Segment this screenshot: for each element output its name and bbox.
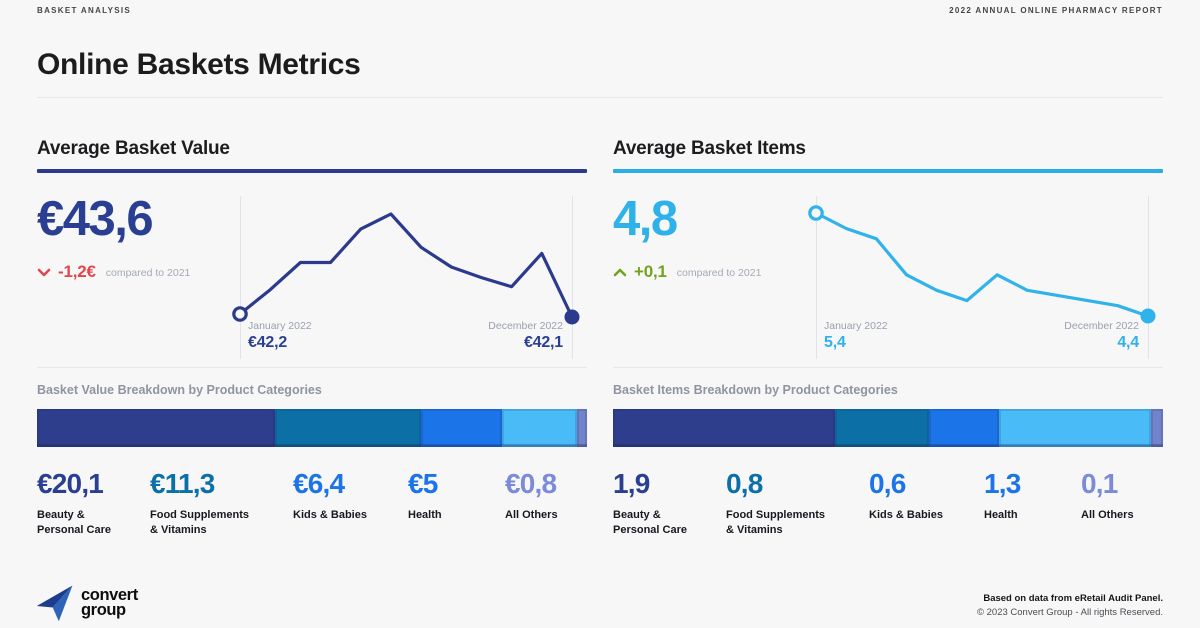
chevron-up-icon (613, 268, 627, 277)
section-accent-bar (613, 169, 1163, 173)
axis-value-start: €42,2 (248, 334, 288, 351)
section-title: Average Basket Items (613, 138, 806, 159)
start-point-marker (232, 306, 248, 322)
chart-gridline-start (816, 196, 817, 359)
category-kids-babies: 0,6 Kids & Babies (869, 470, 943, 523)
category-label: Food Supplements & Vitamins (726, 509, 825, 537)
category-label: Beauty & Personal Care (613, 509, 687, 537)
delta-row: -1,2€ compared to 2021 (37, 262, 190, 282)
category-value: €5 (408, 468, 438, 499)
page-title: Online Baskets Metrics (37, 48, 361, 81)
category-label: All Others (1081, 509, 1134, 521)
category-label: Kids & Babies (869, 509, 943, 521)
axis-label-start: January 2022 (824, 320, 888, 332)
axis-label-end: December 2022 (488, 320, 563, 332)
breakdown-divider (37, 367, 587, 368)
footer-copyright-line: © 2023 Convert Group - All rights Reserv… (976, 607, 1163, 618)
delta-note: compared to 2021 (105, 267, 191, 279)
category-all-others: 0,1 All Others (1081, 470, 1134, 523)
category-legend: 1,9 Beauty & Personal Care 0,8 Food Supp… (613, 470, 1163, 578)
bar-segment-all-others (576, 409, 587, 447)
category-value: 1,3 (984, 468, 1021, 499)
category-value: €11,3 (150, 468, 215, 499)
bar-segment-food-supplements-vitamins (835, 409, 929, 447)
paper-plane-icon (36, 585, 73, 622)
delta-note: compared to 2021 (676, 267, 762, 279)
end-point-marker (564, 309, 580, 325)
bar-segment-beauty-personal-care (613, 409, 836, 447)
logo-word-group: group (81, 601, 126, 619)
category-beauty-personal-care: €20,1 Beauty & Personal Care (37, 470, 111, 539)
line-chart-basket-value (232, 212, 580, 325)
chart-gridline-end (1148, 196, 1149, 359)
category-value: 0,1 (1081, 468, 1118, 499)
category-value: 0,8 (726, 468, 763, 499)
bar-segment-health (502, 409, 577, 447)
category-beauty-personal-care: 1,9 Beauty & Personal Care (613, 470, 687, 539)
report-eyebrow-left: BASKET ANALYSIS (37, 6, 132, 15)
category-legend: €20,1 Beauty & Personal Care €11,3 Food … (37, 470, 587, 578)
category-food-supplements-vitamins: 0,8 Food Supplements & Vitamins (726, 470, 825, 539)
axis-value-end: 4,4 (1117, 334, 1139, 351)
footer-source-line: Based on data from eRetail Audit Panel. (983, 593, 1163, 604)
chart-gridline-start (240, 196, 241, 359)
report-eyebrow-right: 2022 ANNUAL ONLINE PHARMACY REPORT (949, 6, 1163, 15)
panel-basket-items: Average Basket Items 4,8 +0,1 compared t… (613, 138, 1163, 578)
bar-segment-kids-babies (928, 409, 1000, 447)
category-label: Food Supplements & Vitamins (150, 509, 249, 537)
category-value: €6,4 (293, 468, 345, 499)
category-label: Kids & Babies (293, 509, 367, 521)
logo-word-convert: convert (81, 585, 138, 604)
start-point-marker (808, 205, 824, 221)
breakdown-divider (613, 367, 1163, 368)
category-label: Beauty & Personal Care (37, 509, 111, 537)
title-divider (37, 97, 1163, 98)
axis-label-end: December 2022 (1064, 320, 1139, 332)
category-health: €5 Health (408, 470, 442, 523)
category-value: 1,9 (613, 468, 650, 499)
bar-segment-health (999, 409, 1152, 447)
section-accent-bar (37, 169, 587, 173)
category-value: 0,6 (869, 468, 906, 499)
delta-row: +0,1 compared to 2021 (613, 262, 761, 282)
category-all-others: €0,8 All Others (505, 470, 558, 523)
delta-value: +0,1 (634, 262, 667, 281)
stacked-bar-basket-value (37, 409, 587, 447)
category-label: All Others (505, 509, 558, 521)
footer-source-note: Based on data from eRetail Audit Panel. … (977, 593, 1163, 618)
chart-gridline-end (572, 196, 573, 359)
delta-value: -1,2€ (58, 262, 96, 281)
category-health: 1,3 Health (984, 470, 1021, 523)
bar-segment-beauty-personal-care (37, 409, 275, 447)
category-food-supplements-vitamins: €11,3 Food Supplements & Vitamins (150, 470, 249, 539)
breakdown-title: Basket Value Breakdown by Product Catego… (37, 383, 322, 397)
breakdown-title: Basket Items Breakdown by Product Catego… (613, 383, 898, 397)
category-value: €0,8 (505, 468, 557, 499)
category-kids-babies: €6,4 Kids & Babies (293, 470, 367, 523)
chevron-down-icon (37, 268, 51, 277)
logo-wordmark: convert group (81, 585, 138, 619)
end-point-marker (1140, 308, 1156, 324)
category-value: €20,1 (37, 468, 104, 499)
bar-segment-food-supplements-vitamins (274, 409, 422, 447)
convert-group-logo: convert group (36, 584, 138, 622)
section-title: Average Basket Value (37, 138, 230, 159)
axis-label-start: January 2022 (248, 320, 312, 332)
kpi-average-basket-items: 4,8 (613, 192, 678, 246)
kpi-average-basket-value: €43,6 (37, 192, 154, 246)
axis-value-end: €42,1 (523, 334, 563, 351)
line-chart-basket-items (808, 205, 1156, 324)
category-label: Health (984, 509, 1018, 521)
category-label: Health (408, 509, 442, 521)
axis-value-start: 5,4 (824, 334, 846, 351)
panel-basket-value: Average Basket Value €43,6 -1,2€ compare… (37, 138, 587, 578)
bar-segment-all-others (1151, 409, 1163, 447)
stacked-bar-basket-items (613, 409, 1163, 447)
bar-segment-kids-babies (421, 409, 503, 447)
